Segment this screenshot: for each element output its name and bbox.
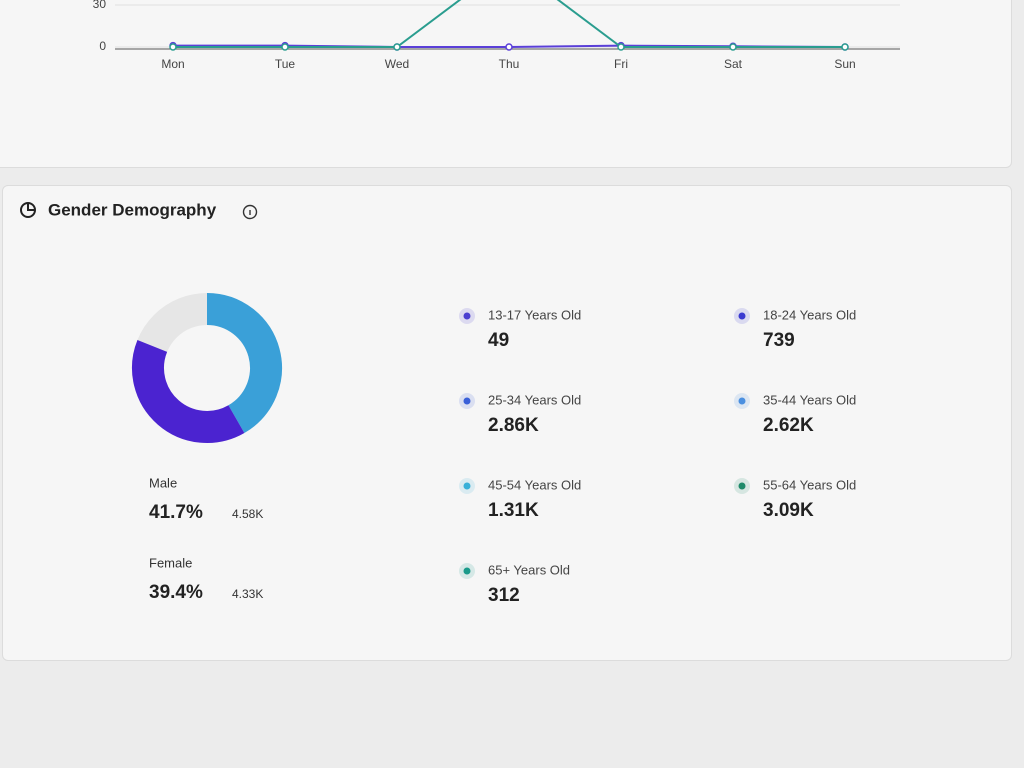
point xyxy=(281,43,289,51)
age-label: 55-64 Years Old xyxy=(763,477,856,492)
donut-segment xyxy=(206,293,282,434)
age-value: 312 xyxy=(488,585,520,606)
gender-count: 4.58K xyxy=(232,507,263,521)
gender-percent: 41.7% xyxy=(149,502,203,523)
legend-dot xyxy=(738,482,746,490)
y-tick-label: 0 xyxy=(99,39,106,53)
x-tick-label: Wed xyxy=(385,57,409,71)
x-tick-label: Mon xyxy=(161,57,184,71)
legend-dot xyxy=(463,397,471,405)
age-value: 739 xyxy=(763,330,795,351)
legend-dot xyxy=(738,397,746,405)
x-tick-label: Sat xyxy=(724,57,743,71)
info-icon[interactable] xyxy=(242,204,258,220)
point xyxy=(617,43,625,51)
age-value: 3.09K xyxy=(763,500,814,521)
age-label: 65+ Years Old xyxy=(488,562,570,577)
age-value: 1.31K xyxy=(488,500,539,521)
gender-percent: 39.4% xyxy=(149,582,203,603)
x-tick-label: Thu xyxy=(499,57,520,71)
legend-dot xyxy=(463,482,471,490)
age-value: 2.62K xyxy=(763,415,814,436)
x-tick-label: Sun xyxy=(834,57,855,71)
age-label: 13-17 Years Old xyxy=(488,307,581,322)
gender-label: Male xyxy=(149,475,177,490)
age-label: 18-24 Years Old xyxy=(763,307,856,322)
point xyxy=(393,43,401,51)
x-tick-label: Fri xyxy=(614,57,628,71)
gender-count: 4.33K xyxy=(232,587,263,601)
gender-label: Female xyxy=(149,555,192,570)
point xyxy=(505,43,513,51)
gender-icon xyxy=(20,202,36,218)
age-label: 35-44 Years Old xyxy=(763,392,856,407)
legend-dot xyxy=(738,312,746,320)
section-title: Gender Demography xyxy=(48,200,217,219)
age-label: 45-54 Years Old xyxy=(488,477,581,492)
line-card xyxy=(0,0,1012,168)
age-value: 49 xyxy=(488,330,509,351)
series-line xyxy=(173,0,845,48)
legend-dot xyxy=(463,567,471,575)
point xyxy=(729,43,737,51)
x-tick-label: Tue xyxy=(275,57,296,71)
point xyxy=(169,43,177,51)
age-label: 25-34 Years Old xyxy=(488,392,581,407)
donut-segment xyxy=(132,339,245,443)
legend-dot xyxy=(463,312,471,320)
point xyxy=(841,43,849,51)
age-value: 2.86K xyxy=(488,415,539,436)
y-tick-label: 30 xyxy=(93,0,107,11)
